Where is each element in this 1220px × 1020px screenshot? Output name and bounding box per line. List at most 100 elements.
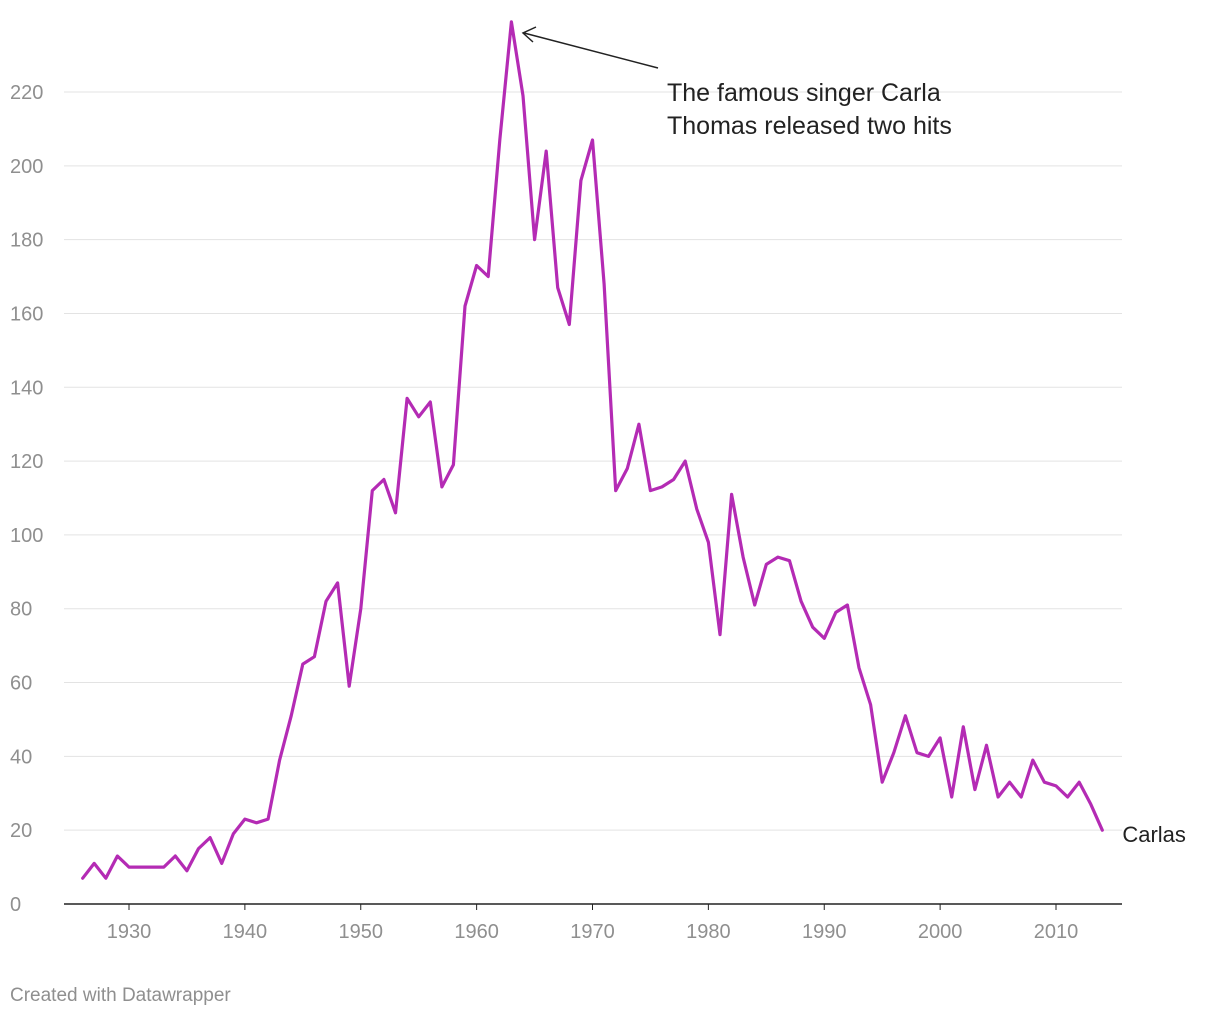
data-point-1936 [197,847,201,851]
data-point-1932 [150,865,154,869]
y-tick-label-0: 0 [10,894,21,916]
data-point-1991 [834,610,838,614]
x-axis: 1930 1940 1950 1960 1970 1980 1990 2000 2010 [107,904,1079,943]
x-tick-label-1970: 1970 [570,921,615,943]
data-point-2012 [1077,780,1081,784]
data-point-1998 [915,751,919,755]
y-tick-label-200: 200 [10,156,43,178]
x-tick-label-2010: 2010 [1034,921,1079,943]
data-point-2011 [1066,795,1070,799]
data-point-1961 [486,275,490,279]
data-point-1926 [81,876,85,880]
data-point-1950 [359,607,363,611]
annotation-text-line-2: Thomas released two hits [667,112,952,140]
data-point-1929 [115,854,119,858]
data-point-1948 [336,581,340,585]
data-point-1963 [509,20,513,24]
data-point-1957 [440,485,444,489]
data-point-1959 [463,304,467,308]
y-axis: 0 20 40 60 80 100 120 140 160 180 200 220 [10,82,43,916]
data-point-1946 [312,655,316,659]
data-point-1941 [254,821,258,825]
data-point-1952 [382,478,386,482]
data-point-1999 [927,754,931,758]
data-point-1958 [451,463,455,467]
data-point-2009 [1042,780,1046,784]
data-point-1930 [127,865,131,869]
data-point-1982 [730,492,734,496]
data-point-1971 [602,282,606,286]
data-point-1997 [903,714,907,718]
data-point-1934 [173,854,177,858]
data-point-1938 [220,861,224,865]
data-point-1945 [301,662,305,666]
data-point-1993 [857,666,861,670]
data-point-1989 [811,625,815,629]
data-point-1955 [417,415,421,419]
data-point-1937 [208,836,212,840]
y-tick-label-80: 80 [10,599,32,621]
y-tick-label-20: 20 [10,820,32,842]
data-point-1976 [660,485,664,489]
data-point-2001 [950,795,954,799]
data-point-1940 [243,817,247,821]
data-point-1986 [776,555,780,559]
data-point-1984 [753,603,757,607]
data-point-1981 [718,633,722,637]
data-point-1979 [695,507,699,511]
data-point-2003 [973,788,977,792]
data-point-1994 [869,703,873,707]
x-tick-label-1990: 1990 [802,921,847,943]
annotation: The famous singer Carla Thomas released … [521,26,952,140]
credit-text: Created with Datawrapper [10,985,231,1006]
series-label: Carlas [1122,822,1186,847]
data-point-1967 [556,286,560,290]
data-point-2013 [1089,802,1093,806]
y-tick-label-60: 60 [10,673,32,695]
data-point-1964 [521,94,525,98]
y-tick-label-100: 100 [10,525,43,547]
data-point-2000 [938,736,942,740]
data-point-1987 [787,559,791,563]
data-point-1956 [428,400,432,404]
data-point-1966 [544,149,548,153]
data-point-1944 [289,714,293,718]
series-line-carlas [81,20,1104,880]
data-point-1996 [892,751,896,755]
data-point-2008 [1031,758,1035,762]
data-point-1975 [648,489,652,493]
x-tick-label-1940: 1940 [223,921,268,943]
data-point-1974 [637,422,641,426]
data-point-1954 [405,396,409,400]
data-point-1951 [370,489,374,493]
data-point-1939 [231,832,235,836]
data-point-1980 [706,540,710,544]
data-point-1995 [880,780,884,784]
data-point-1960 [475,263,479,267]
data-point-1992 [845,603,849,607]
data-point-1985 [764,562,768,566]
data-point-2006 [1008,780,1012,784]
annotation-arrowhead [521,26,537,43]
x-tick-label-1950: 1950 [339,921,384,943]
data-point-1973 [625,466,629,470]
data-point-1949 [347,684,351,688]
grid-lines [64,91,1122,831]
data-point-1953 [394,511,398,515]
y-tick-label-220: 220 [10,82,43,104]
data-point-1927 [92,861,96,865]
data-point-1947 [324,599,328,603]
data-point-2014 [1100,828,1104,832]
data-point-1928 [104,876,108,880]
y-tick-label-140: 140 [10,377,43,399]
annotation-arrow-line [523,32,659,69]
x-tick-label-1930: 1930 [107,921,152,943]
data-point-1972 [614,489,618,493]
y-tick-label-180: 180 [10,230,43,252]
x-tick-label-2000: 2000 [918,921,963,943]
data-point-1983 [741,555,745,559]
y-tick-label-40: 40 [10,746,32,768]
data-point-1978 [683,459,687,463]
data-point-2010 [1054,784,1058,788]
